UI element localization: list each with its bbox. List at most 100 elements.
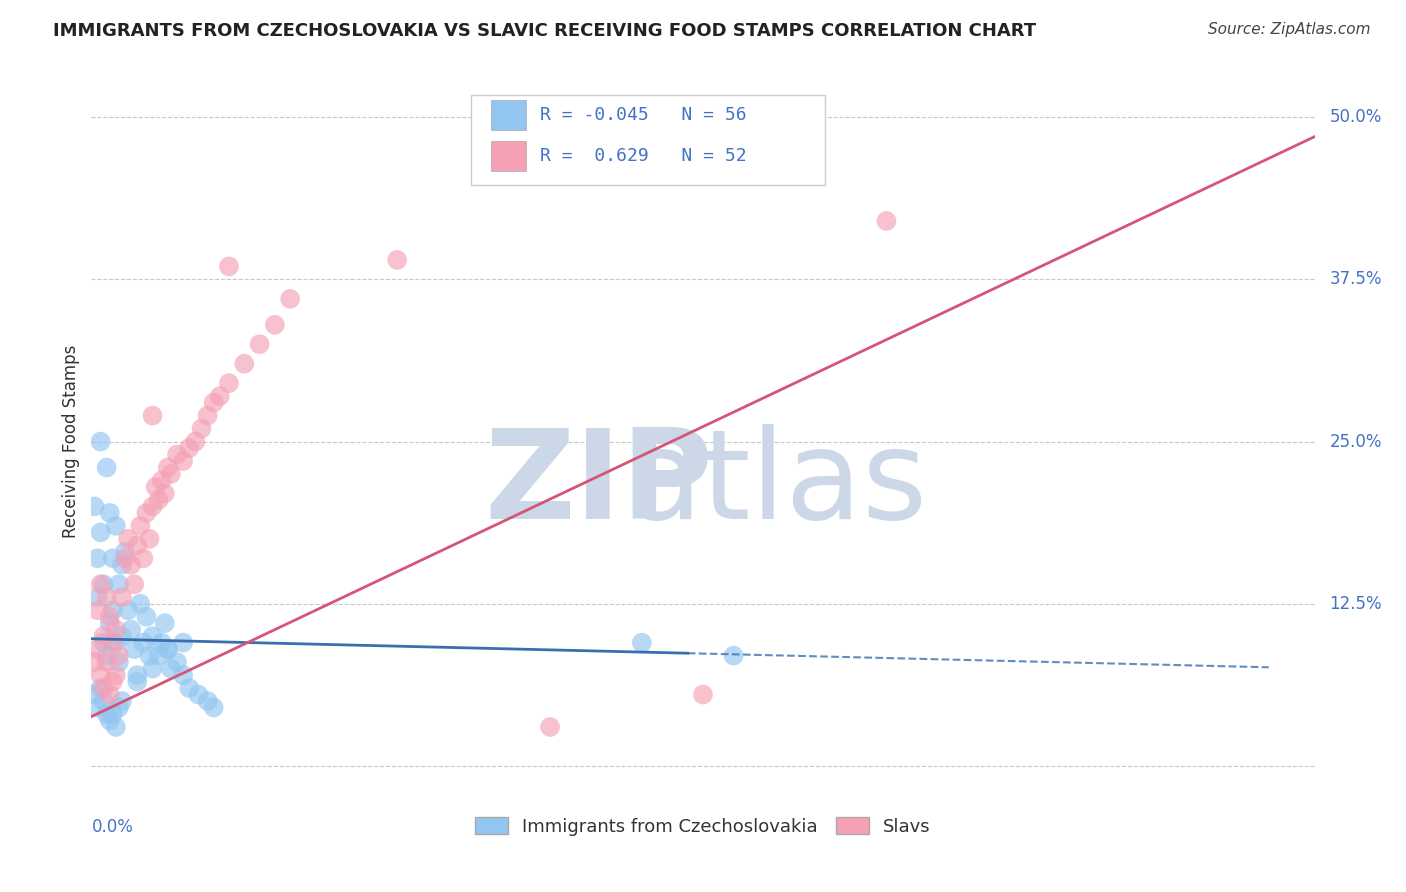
Point — [101, 603, 124, 617]
Point — [114, 551, 136, 566]
Point — [86, 642, 108, 657]
Point — [129, 597, 152, 611]
Point — [135, 609, 157, 624]
Point — [145, 480, 167, 494]
Point — [90, 525, 112, 540]
Point — [117, 532, 139, 546]
Point — [86, 551, 108, 566]
Point — [111, 629, 134, 643]
Y-axis label: Receiving Food Stamps: Receiving Food Stamps — [62, 345, 80, 538]
Point — [108, 648, 131, 663]
FancyBboxPatch shape — [491, 100, 526, 130]
Point — [93, 577, 115, 591]
Text: atlas: atlas — [626, 424, 928, 545]
Point — [197, 694, 219, 708]
Point — [83, 655, 105, 669]
Point — [172, 635, 194, 649]
Point — [120, 623, 142, 637]
Point — [132, 635, 155, 649]
Point — [108, 700, 131, 714]
Point — [153, 486, 176, 500]
Point — [218, 376, 240, 391]
Text: 50.0%: 50.0% — [1329, 108, 1382, 126]
Point — [278, 292, 301, 306]
Point — [150, 635, 173, 649]
Point — [101, 706, 124, 721]
Point — [135, 506, 157, 520]
Point — [101, 635, 124, 649]
Point — [96, 706, 118, 721]
Point — [127, 668, 149, 682]
Point — [166, 655, 188, 669]
Text: R =  0.629   N = 52: R = 0.629 N = 52 — [540, 147, 747, 165]
Point — [93, 635, 115, 649]
Point — [98, 688, 121, 702]
Point — [104, 720, 127, 734]
Point — [104, 519, 127, 533]
Point — [120, 558, 142, 572]
Point — [90, 668, 112, 682]
Point — [184, 434, 207, 449]
Point — [86, 603, 108, 617]
Text: ZIP: ZIP — [485, 424, 713, 545]
Point — [104, 635, 127, 649]
Text: 12.5%: 12.5% — [1329, 595, 1382, 613]
Point — [104, 623, 127, 637]
Point — [160, 662, 183, 676]
Point — [86, 700, 108, 714]
Point — [96, 655, 118, 669]
Point — [127, 674, 149, 689]
Point — [98, 506, 121, 520]
Point — [127, 538, 149, 552]
FancyBboxPatch shape — [471, 95, 825, 185]
Point — [96, 460, 118, 475]
Text: 0.0%: 0.0% — [91, 818, 134, 837]
Text: 25.0%: 25.0% — [1329, 433, 1382, 450]
Legend: Immigrants from Czechoslovakia, Slavs: Immigrants from Czechoslovakia, Slavs — [468, 810, 938, 843]
Point — [141, 500, 163, 514]
Point — [98, 609, 121, 624]
Point — [156, 642, 179, 657]
Point — [187, 688, 209, 702]
Point — [156, 642, 179, 657]
Point — [153, 616, 176, 631]
Point — [104, 668, 127, 682]
Point — [111, 558, 134, 572]
Point — [197, 409, 219, 423]
Point — [111, 591, 134, 605]
Point — [148, 492, 170, 507]
Point — [83, 500, 105, 514]
Point — [141, 409, 163, 423]
Point — [98, 714, 121, 728]
Point — [138, 532, 160, 546]
Point — [179, 441, 201, 455]
Point — [208, 389, 231, 403]
Point — [90, 681, 112, 695]
Point — [875, 214, 898, 228]
Point — [96, 591, 118, 605]
Point — [148, 648, 170, 663]
Point — [202, 395, 225, 409]
Point — [190, 421, 212, 435]
Point — [98, 616, 121, 631]
Point — [249, 337, 271, 351]
Point — [160, 467, 183, 481]
Point — [141, 662, 163, 676]
Point — [138, 648, 160, 663]
Point — [108, 655, 131, 669]
Point — [132, 551, 155, 566]
Point — [83, 688, 105, 702]
Point — [90, 434, 112, 449]
Point — [631, 635, 654, 649]
Point — [141, 629, 163, 643]
Point — [150, 474, 173, 488]
Point — [101, 551, 124, 566]
Point — [90, 577, 112, 591]
Point — [86, 591, 108, 605]
Point — [114, 545, 136, 559]
Point — [101, 674, 124, 689]
Point — [129, 519, 152, 533]
Point — [96, 648, 118, 663]
Point — [93, 629, 115, 643]
Text: R = -0.045   N = 56: R = -0.045 N = 56 — [540, 106, 747, 124]
